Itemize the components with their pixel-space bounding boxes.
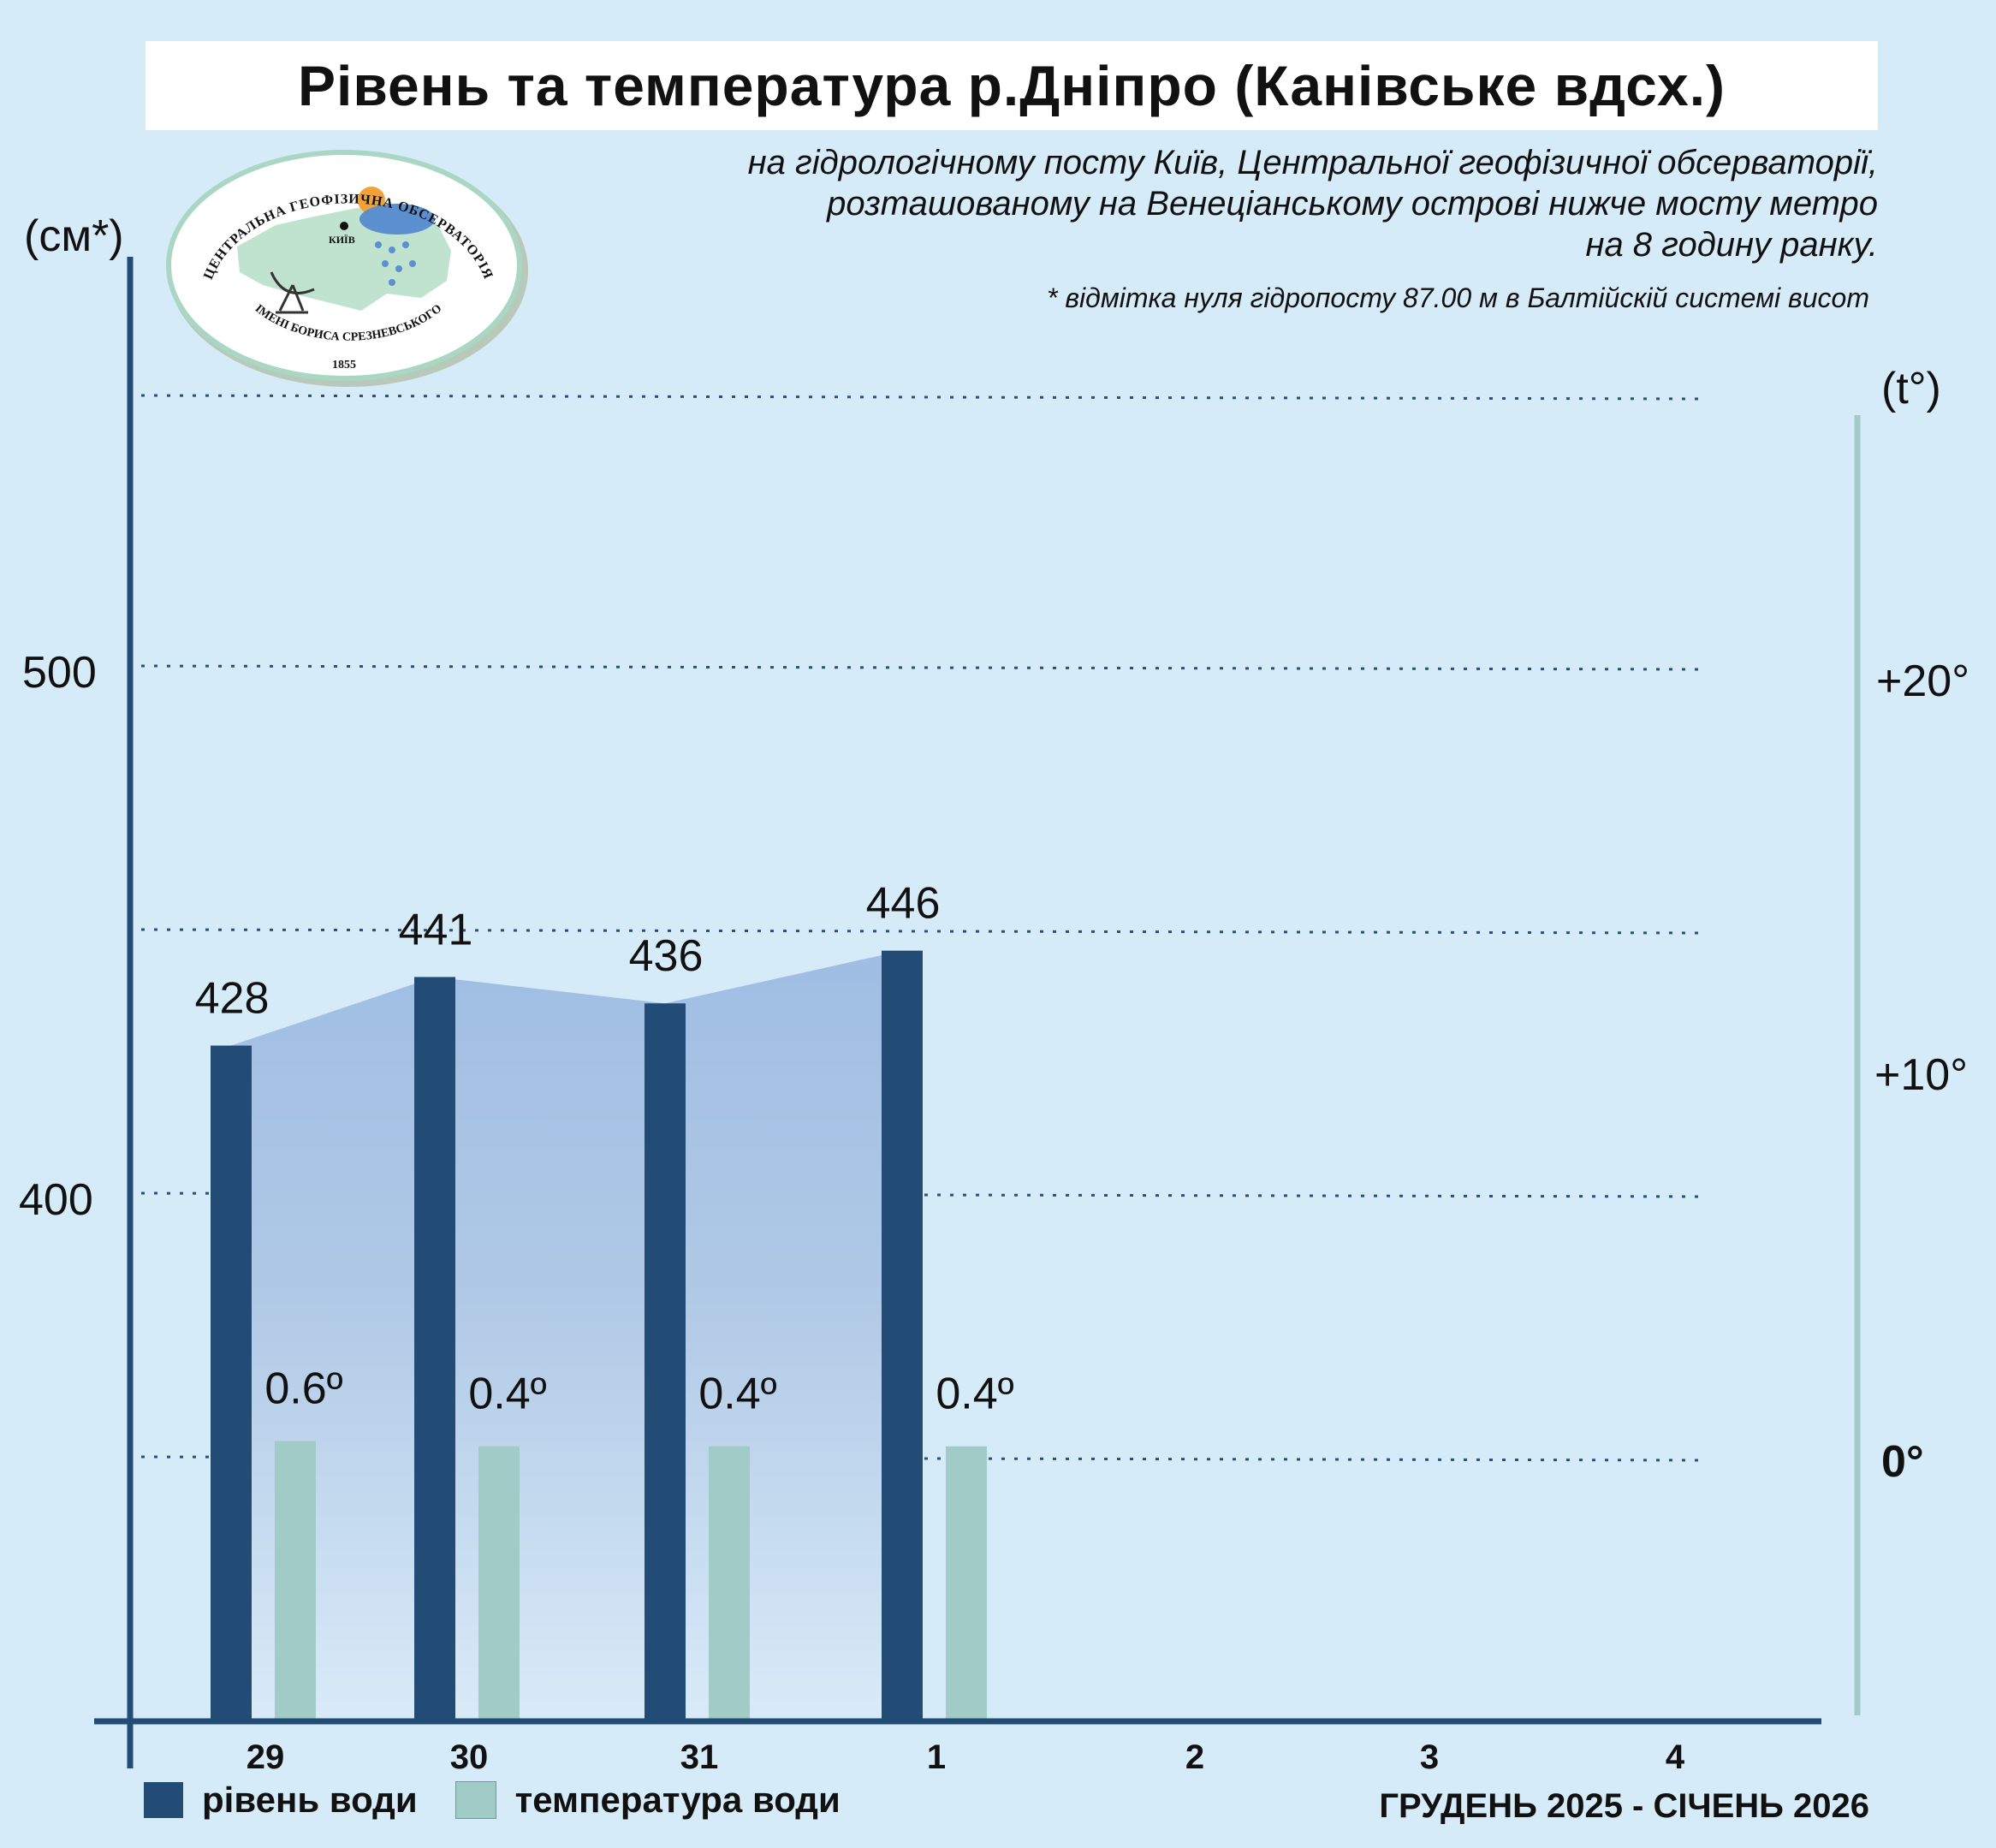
chart-subtitle: на гідрологічному посту Київ, Центрально… <box>423 142 1878 265</box>
temp-bar <box>478 1446 520 1721</box>
right-tick-0: 0° <box>1881 1437 1924 1487</box>
grid-line-400 <box>140 1191 1708 1198</box>
right-tick-10: +10° <box>1874 1050 1969 1100</box>
chart-title: Рівень та температура р.Дніпро (Канівськ… <box>297 54 1726 117</box>
level-bar <box>414 977 455 1721</box>
legend-level-swatch <box>144 1782 183 1818</box>
subtitle-line-3: на 8 годину ранку. <box>1585 226 1878 264</box>
temp-value-label: 0.4º <box>936 1370 1013 1419</box>
legend-temp-swatch <box>454 1781 496 1819</box>
value-labels: 428 441 436 446 0.6º 0.4º 0.4º 0.4º <box>195 879 1014 1419</box>
x-tick-label: 2 <box>1185 1738 1204 1776</box>
grid-line-550 <box>140 394 1708 401</box>
rain-icon <box>375 241 416 286</box>
right-tick-20: +20° <box>1876 657 1970 706</box>
satellite-dish-icon <box>270 271 315 314</box>
x-tick-label: 4 <box>1666 1738 1685 1776</box>
x-tick-label: 1 <box>927 1738 946 1776</box>
temp-value-label: 0.4º <box>698 1370 776 1419</box>
legend-temp-label: температура води <box>514 1780 841 1820</box>
level-area-fill <box>231 950 902 1721</box>
grid-line-temp-0 <box>140 1455 1708 1462</box>
kyiv-point-icon <box>340 222 348 230</box>
observatory-logo: КИЇВ ЦЕНТРАЛЬНА ГЕОФІЗИЧНА ОБСЕРВАТОРІЯ … <box>166 150 528 387</box>
level-value-label: 446 <box>866 879 941 929</box>
x-tick-labels: 29 30 31 1 2 3 4 <box>247 1738 1685 1776</box>
right-axis-unit: (t°) <box>1881 364 1941 413</box>
temp-bar <box>946 1446 987 1721</box>
level-value-label: 441 <box>399 905 473 954</box>
level-value-label: 436 <box>629 931 704 981</box>
grid-lines <box>140 394 1708 1462</box>
level-bar <box>645 1003 686 1721</box>
level-bar <box>211 1045 252 1721</box>
legend-level-label: рівень води <box>202 1780 418 1820</box>
left-tick-400: 400 <box>19 1175 93 1225</box>
level-value-label: 428 <box>195 974 270 1024</box>
logo-city: КИЇВ <box>329 234 355 246</box>
legend: рівень води температура води <box>144 1779 841 1821</box>
temp-value-label: 0.6º <box>264 1364 342 1414</box>
bars <box>211 950 987 1721</box>
temp-bar <box>275 1441 316 1721</box>
temp-value-label: 0.4º <box>468 1370 546 1419</box>
left-tick-500: 500 <box>22 648 97 698</box>
temp-bar <box>709 1446 750 1721</box>
grid-line-450 <box>140 928 1708 935</box>
period-label: ГРУДЕНЬ 2025 - СІЧЕНЬ 2026 <box>1379 1787 1869 1825</box>
x-tick-label: 30 <box>450 1738 489 1776</box>
level-bar <box>882 950 923 1721</box>
logo-year: 1855 <box>332 359 356 371</box>
x-tick-label: 31 <box>680 1738 719 1776</box>
x-tick-label: 3 <box>1420 1738 1439 1776</box>
x-tick-label: 29 <box>247 1738 285 1776</box>
cloud-icon <box>359 204 435 235</box>
left-axis-unit: (см*) <box>24 211 124 261</box>
datum-note: * відмітка нуля гідропосту 87.00 м в Бал… <box>1047 282 1869 313</box>
subtitle-line-1: на гідрологічному посту Київ, Центрально… <box>747 144 1878 181</box>
grid-line-500 <box>140 664 1708 671</box>
subtitle-line-2: розташованому на Венеціанському острові … <box>827 185 1878 223</box>
title-box: Рівень та температура р.Дніпро (Канівськ… <box>146 41 1878 130</box>
